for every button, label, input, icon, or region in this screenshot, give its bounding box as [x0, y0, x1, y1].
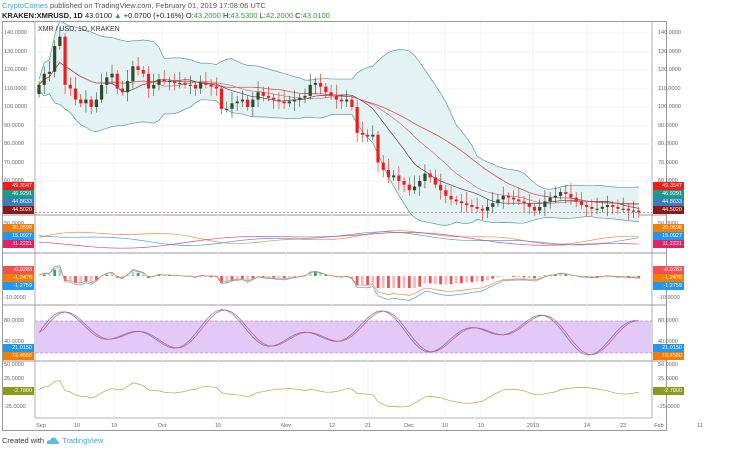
x-axis-tick-label: 19 [110, 423, 118, 429]
close-label: C: [295, 11, 303, 20]
last-value-badge: -0.0283 [3, 266, 34, 274]
y-axis-tick-label: 60.0000 [658, 178, 678, 184]
last-value-badge: 21.0150 [653, 344, 684, 352]
y-axis-tick-label: 70.0000 [658, 160, 678, 166]
chart-header: CryptoComes published on TradingView.com… [2, 1, 736, 21]
tradingview-logo-text[interactable]: TradingView [62, 436, 104, 445]
price-change: +0.0700 (+0.16%) [123, 11, 184, 20]
last-value-badge: 11.2221 [653, 240, 684, 248]
last-value-badge: -1.2476 [3, 274, 34, 282]
y-axis-tick-label: 80.0000 [4, 141, 24, 147]
footer: Created with TradingView [2, 436, 103, 445]
y-axis-tick-label: -10.0000 [4, 295, 26, 301]
y-axis-tick-label: -10.0000 [658, 295, 680, 301]
x-axis-tick-label: 11 [697, 423, 703, 429]
y-axis-tick-label: 50.0000 [658, 362, 678, 368]
y-axis-tick-label: 70.0000 [4, 160, 24, 166]
symbol: KRAKEN:XMRUSD, 1D [2, 11, 83, 20]
y-axis-tick-label: 110.0000 [4, 86, 27, 92]
last-price: 43.0100 [84, 11, 113, 20]
last-value-badge: 20.0598 [3, 224, 34, 232]
x-axis-tick-label: 14 [583, 423, 591, 429]
last-value-badge: -1.2759 [3, 282, 34, 290]
x-axis-tick-label: Oct [157, 423, 167, 429]
last-value-badge: -2.7800 [3, 387, 34, 395]
x-axis-tick-label: Sep [36, 423, 46, 429]
y-axis-tick-label: 140.0000 [658, 30, 681, 36]
y-axis-tick-label: 25.0000 [4, 376, 24, 382]
created-with-text: Created with [2, 436, 45, 445]
last-value-badge: 19.4560 [653, 352, 684, 360]
x-axis-tick-label: 2019 [526, 423, 540, 429]
x-axis-tick-label: 15 [214, 423, 222, 429]
y-axis-tick-label: 120.0000 [4, 67, 27, 73]
y-axis-tick-label: 60.0000 [4, 178, 24, 184]
open-value: 43.2000 [193, 11, 221, 20]
last-value-badge: 46.9291 [653, 190, 684, 198]
last-value-badge: 15.0927 [3, 232, 34, 240]
y-axis-tick-label: 80.0000 [658, 318, 678, 324]
author-link[interactable]: CryptoComes [2, 1, 48, 10]
y-axis-tick-label: 40.0000 [4, 339, 24, 345]
y-axis-tick-label: -25.0000 [658, 404, 680, 410]
x-axis-tick-label: Dec [404, 423, 414, 429]
x-axis-tick-label: 10 [73, 423, 81, 429]
y-axis-tick-label: 100.0000 [4, 104, 27, 110]
x-axis-tick-label: 12 [328, 423, 336, 429]
last-value-badge: 15.0927 [653, 232, 684, 240]
y-axis-tick-label: 110.0000 [658, 86, 681, 92]
y-axis-tick-label: 100.0000 [658, 104, 681, 110]
up-arrow-icon: ▲ [114, 11, 122, 20]
last-value-badge: 49.3547 [3, 182, 34, 190]
last-value-badge: -2.7800 [653, 387, 684, 395]
y-axis-tick-label: -25.0000 [4, 404, 26, 410]
last-value-badge: -0.0283 [653, 266, 684, 274]
last-value-badge: 49.3547 [653, 182, 684, 190]
last-value-badge: -1.2759 [653, 282, 684, 290]
last-value-badge: 46.9291 [3, 190, 34, 198]
y-axis-tick-label: 50.0000 [4, 362, 24, 368]
publish-info: CryptoComes published on TradingView.com… [2, 1, 736, 11]
last-value-badge: 19.4560 [3, 352, 34, 360]
y-axis-tick-label: 120.0000 [658, 67, 681, 73]
low-label: L: [259, 11, 266, 20]
y-axis-tick-label: 40.0000 [658, 339, 678, 345]
x-axis-tick-label: 21 [364, 423, 372, 429]
close-value: 43.0100 [302, 11, 330, 20]
x-axis-tick-label: Feb [654, 423, 664, 429]
last-value-badge: 21.0150 [3, 344, 34, 352]
symbol-info: KRAKEN:XMRUSD, 1D 43.0100 ▲ +0.0700 (+0.… [2, 11, 736, 21]
open-label: O: [185, 11, 194, 20]
last-value-badge: 44.5020 [653, 206, 684, 214]
published-text: published on TradingView.com, February 0… [49, 1, 266, 10]
y-axis-tick-label: 90.0000 [658, 123, 678, 129]
x-axis-tick-label: 19 [477, 423, 485, 429]
y-axis-tick-label: 130.0000 [658, 49, 681, 55]
x-axis-tick-label: 23 [619, 423, 627, 429]
last-value-badge: 44.8633 [653, 198, 684, 206]
last-value-badge: 20.0598 [653, 224, 684, 232]
last-value-badge: 44.8633 [3, 198, 34, 206]
main-chart-title: XMR / USD, 1D, KRAKEN [38, 26, 120, 33]
y-axis-tick-label: 25.0000 [658, 376, 678, 382]
x-axis-tick-label: 10 [441, 423, 449, 429]
last-value-badge: -1.2476 [653, 274, 684, 282]
y-axis-tick-label: 140.0000 [4, 30, 27, 36]
high-label: H: [222, 11, 231, 20]
last-value-badge: 11.2221 [3, 240, 34, 248]
low-value: 42.2000 [265, 11, 294, 20]
high-value: 43.5300 [230, 11, 258, 20]
y-axis-tick-label: 130.0000 [4, 49, 27, 55]
tradingview-cloud-icon [46, 437, 60, 444]
y-axis-tick-label: 90.0000 [4, 123, 24, 129]
last-value-badge: 44.5020 [3, 206, 34, 214]
x-axis-tick-label: Nov [281, 423, 291, 429]
y-axis-tick-label: 80.0000 [658, 141, 678, 147]
y-axis-tick-label: 80.0000 [4, 318, 24, 324]
